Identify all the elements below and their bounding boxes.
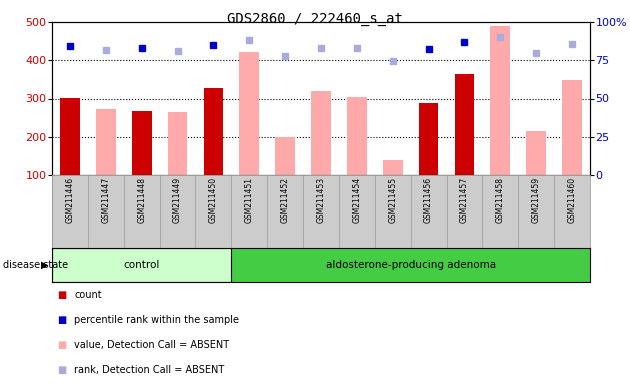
Text: GSM211454: GSM211454 <box>352 177 362 223</box>
Text: GSM211458: GSM211458 <box>496 177 505 223</box>
Text: GSM211453: GSM211453 <box>316 177 326 223</box>
Text: GSM211456: GSM211456 <box>424 177 433 223</box>
Bar <box>491 26 510 175</box>
Text: ■: ■ <box>57 365 66 375</box>
Text: value, Detection Call = ABSENT: value, Detection Call = ABSENT <box>74 340 229 350</box>
Text: GDS2860 / 222460_s_at: GDS2860 / 222460_s_at <box>227 12 403 25</box>
Bar <box>419 103 438 175</box>
Text: control: control <box>123 260 160 270</box>
Text: percentile rank within the sample: percentile rank within the sample <box>74 315 239 325</box>
Bar <box>526 131 546 175</box>
Text: aldosterone-producing adenoma: aldosterone-producing adenoma <box>326 260 496 270</box>
Text: GSM211452: GSM211452 <box>280 177 290 223</box>
Bar <box>60 98 80 175</box>
Bar <box>383 161 403 175</box>
Text: disease state: disease state <box>3 260 68 270</box>
Bar <box>168 112 187 175</box>
Text: GSM211459: GSM211459 <box>532 177 541 223</box>
Text: ▶: ▶ <box>42 260 49 270</box>
Text: rank, Detection Call = ABSENT: rank, Detection Call = ABSENT <box>74 365 224 375</box>
Text: GSM211460: GSM211460 <box>568 177 576 223</box>
Text: count: count <box>74 290 102 300</box>
Text: GSM211446: GSM211446 <box>66 177 74 223</box>
Text: GSM211457: GSM211457 <box>460 177 469 223</box>
Text: ■: ■ <box>57 340 66 350</box>
Text: GSM211451: GSM211451 <box>245 177 254 223</box>
Text: ■: ■ <box>57 315 66 325</box>
Text: GSM211449: GSM211449 <box>173 177 182 223</box>
Bar <box>203 88 223 175</box>
Bar <box>347 97 367 175</box>
Bar <box>132 111 152 175</box>
Text: GSM211447: GSM211447 <box>101 177 110 223</box>
FancyBboxPatch shape <box>52 248 231 282</box>
Bar <box>562 80 582 175</box>
Text: ■: ■ <box>57 290 66 300</box>
Text: GSM211448: GSM211448 <box>137 177 146 223</box>
Text: GSM211450: GSM211450 <box>209 177 218 223</box>
Bar <box>311 91 331 175</box>
Bar <box>455 74 474 175</box>
Bar <box>96 109 116 175</box>
Bar <box>239 52 259 175</box>
Bar <box>275 137 295 175</box>
Text: GSM211455: GSM211455 <box>388 177 398 223</box>
